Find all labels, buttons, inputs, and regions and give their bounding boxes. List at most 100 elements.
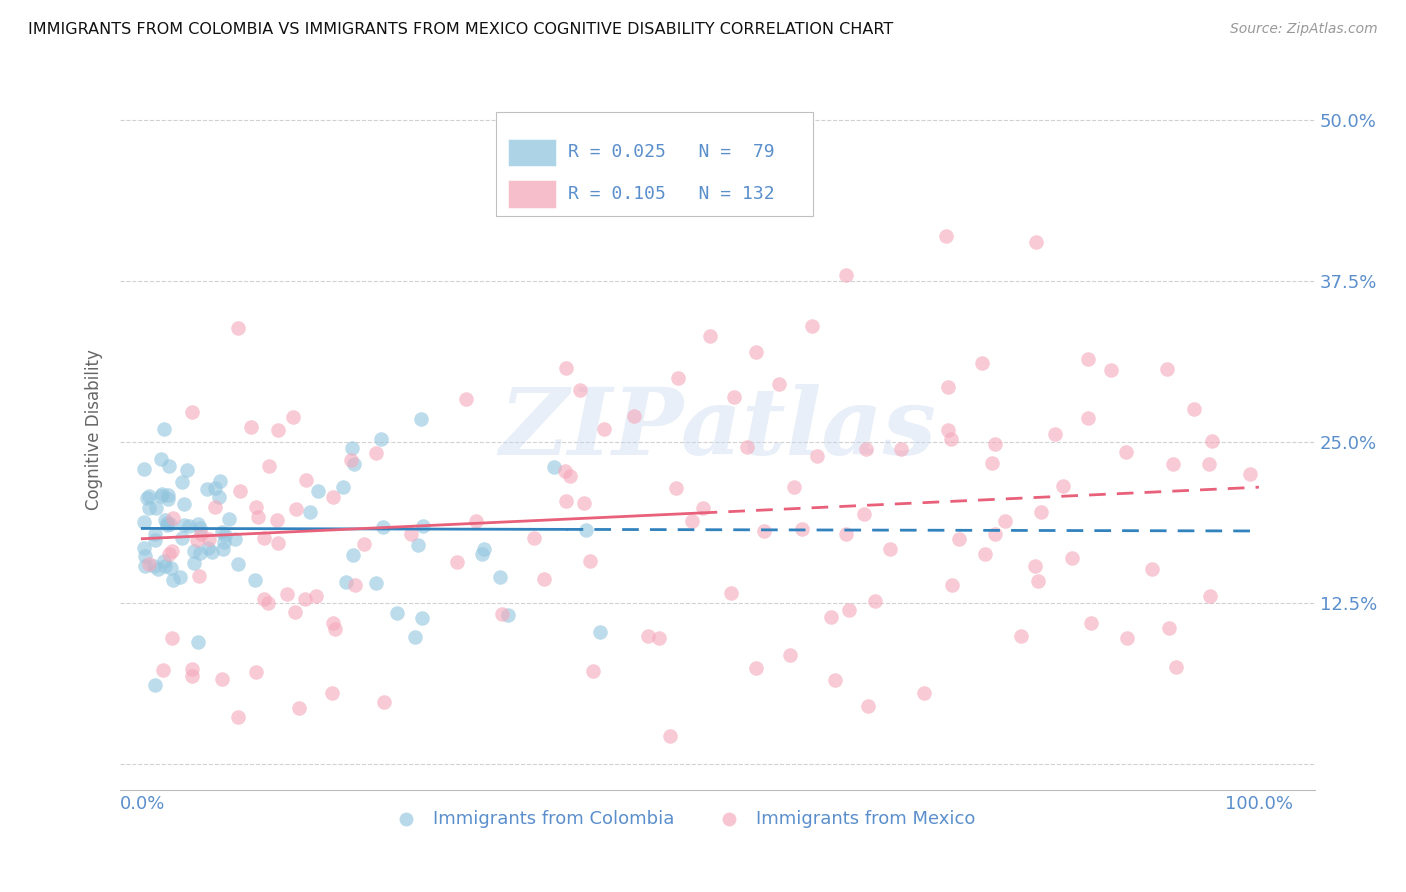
Point — [332, 480, 354, 494]
Point — [344, 577, 367, 591]
FancyBboxPatch shape — [496, 112, 813, 217]
Point — [156, 518, 179, 533]
Point — [145, 527, 167, 541]
Point — [589, 624, 612, 639]
FancyBboxPatch shape — [508, 180, 555, 208]
Point — [294, 591, 316, 606]
Point — [745, 660, 768, 674]
Point — [173, 497, 195, 511]
Point — [145, 501, 167, 516]
Point — [340, 452, 363, 467]
Text: IMMIGRANTS FROM COLOMBIA VS IMMIGRANTS FROM MEXICO COGNITIVE DISABILITY CORRELAT: IMMIGRANTS FROM COLOMBIA VS IMMIGRANTS F… — [28, 22, 893, 37]
Point — [159, 517, 181, 532]
Point — [153, 559, 176, 574]
Point — [212, 541, 235, 556]
Point — [180, 405, 202, 419]
Point — [138, 501, 160, 516]
Point — [575, 523, 598, 537]
Point — [212, 534, 235, 549]
Point — [257, 596, 280, 610]
Point — [1140, 562, 1163, 576]
Point — [582, 664, 605, 678]
Y-axis label: Cognitive Disability: Cognitive Disability — [86, 349, 103, 509]
Point — [1164, 660, 1187, 674]
Point — [340, 441, 363, 455]
Point — [228, 321, 250, 335]
Point — [720, 586, 742, 600]
Point — [579, 554, 602, 568]
Point — [294, 473, 316, 487]
Point — [1026, 574, 1049, 588]
Point — [974, 547, 997, 561]
Point — [132, 462, 155, 476]
Point — [666, 370, 689, 384]
Point — [935, 229, 957, 244]
Point — [723, 164, 745, 178]
Point — [162, 543, 184, 558]
Point — [179, 519, 201, 533]
Point — [936, 380, 959, 394]
Point — [820, 610, 842, 624]
Point — [699, 329, 721, 343]
Point — [593, 421, 616, 435]
Point — [188, 546, 211, 560]
Point — [1080, 615, 1102, 630]
Point — [170, 475, 193, 489]
Point — [322, 615, 344, 630]
Point — [735, 440, 758, 454]
Point — [208, 490, 231, 504]
Point — [183, 544, 205, 558]
Point — [745, 345, 768, 359]
Point — [1077, 410, 1099, 425]
Point — [156, 491, 179, 506]
Point — [446, 555, 468, 569]
Point — [838, 602, 860, 616]
Point — [768, 377, 790, 392]
Point — [153, 554, 176, 568]
Point — [156, 488, 179, 502]
Point — [143, 678, 166, 692]
Point — [150, 451, 173, 466]
Point — [370, 432, 392, 446]
Point — [228, 709, 250, 723]
Point — [948, 532, 970, 546]
Point — [321, 686, 343, 700]
Point — [266, 513, 288, 527]
Point — [132, 515, 155, 529]
Point — [239, 419, 262, 434]
Point — [1116, 631, 1139, 645]
Point — [465, 514, 488, 528]
Point — [134, 549, 156, 563]
Point — [970, 356, 993, 370]
Point — [188, 521, 211, 535]
Point — [665, 481, 688, 495]
Point — [335, 574, 357, 589]
Point — [1010, 630, 1032, 644]
Point — [1156, 362, 1178, 376]
Point — [488, 570, 510, 584]
Point — [149, 489, 172, 503]
Point — [801, 319, 824, 334]
Point — [224, 532, 246, 546]
Point — [941, 577, 963, 591]
Point — [941, 432, 963, 446]
Point — [1052, 479, 1074, 493]
Point — [284, 605, 307, 619]
Point — [1062, 551, 1084, 566]
Point — [253, 592, 276, 607]
Point — [783, 480, 806, 494]
Point — [824, 673, 846, 688]
Point — [835, 268, 858, 282]
FancyBboxPatch shape — [508, 138, 555, 166]
Point — [648, 631, 671, 645]
Point — [138, 557, 160, 571]
Point — [162, 631, 184, 645]
Point — [681, 514, 703, 528]
Point — [162, 510, 184, 524]
Point — [284, 501, 307, 516]
Point — [173, 518, 195, 533]
Point — [456, 392, 478, 406]
Point — [723, 390, 745, 404]
Point — [342, 548, 364, 562]
Point — [835, 527, 858, 541]
